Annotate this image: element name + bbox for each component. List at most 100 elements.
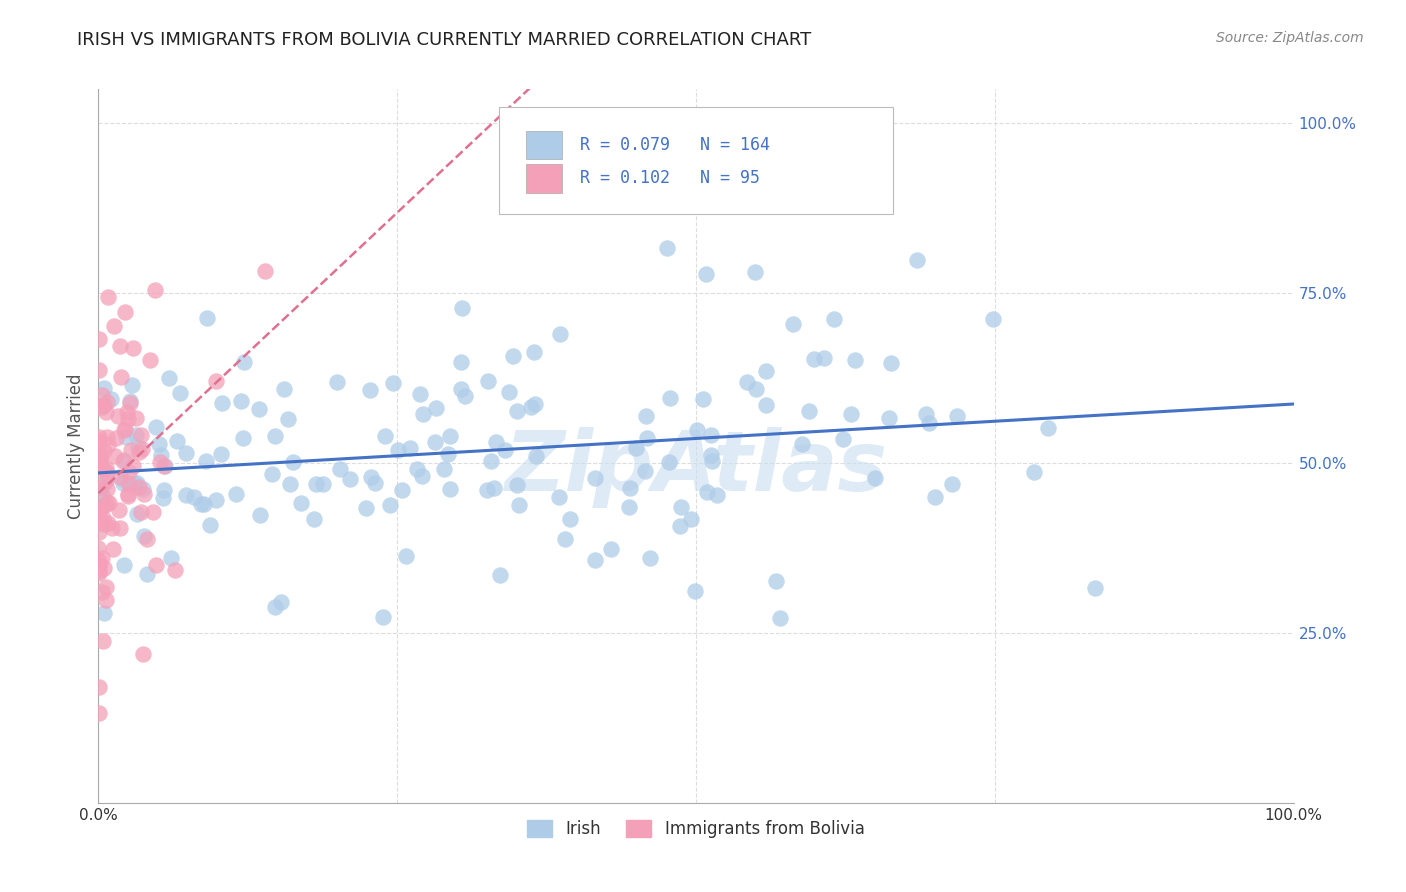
Point [94,461,117,475]
FancyBboxPatch shape [499,107,893,214]
Point [89,449,111,463]
Point [91,510,114,524]
Point [263,599,285,614]
Point [174,445,197,459]
Bar [526,164,562,193]
Point [87,525,110,540]
Point [112,475,135,490]
Point [451,301,474,315]
Point [114,421,136,435]
Point [374,429,396,443]
Point [339,472,361,486]
Point [700,428,723,442]
Point [519,401,541,415]
Point [211,396,233,410]
Point [87,541,110,555]
Point [813,351,835,366]
Point [378,498,401,512]
Point [450,382,472,396]
Point [636,432,658,446]
Point [387,443,409,458]
Point [166,434,188,449]
Text: IRISH VS IMMIGRANTS FROM BOLIVIA CURRENTLY MARRIED CORRELATION CHART: IRISH VS IMMIGRANTS FROM BOLIVIA CURRENT… [77,31,811,49]
Point [477,374,499,388]
Point [148,437,170,451]
Point [877,411,900,425]
Point [260,467,283,482]
Point [160,550,183,565]
Y-axis label: Currently Married: Currently Married [66,373,84,519]
Point [103,319,125,334]
Point [233,354,256,368]
Point [132,487,155,501]
Point [755,398,778,412]
Point [198,518,221,533]
Point [87,554,110,568]
Point [87,438,110,452]
Point [657,455,679,469]
Point [93,380,115,394]
Point [153,459,176,474]
Point [149,455,172,469]
Point [371,610,394,624]
Point [205,374,228,388]
Point [118,394,141,409]
Point [941,476,963,491]
Point [112,473,135,487]
Point [273,382,295,396]
Point [90,551,112,566]
Point [89,558,111,572]
Point [91,584,114,599]
Point [425,401,447,415]
Point [454,388,477,402]
Point [89,453,111,467]
Point [112,558,135,573]
Point [87,504,110,518]
Point [381,376,404,390]
Point [624,441,647,455]
Point [165,563,187,577]
Point [117,465,139,479]
Point [695,267,717,281]
Point [112,423,135,437]
Point [832,432,855,446]
Point [359,383,381,397]
Point [391,483,413,497]
Point [249,508,271,522]
Point [915,407,938,421]
Point [409,387,432,401]
Point [96,580,118,594]
Text: R = 0.102   N = 95: R = 0.102 N = 95 [581,169,761,187]
Point [502,349,524,363]
Point [112,454,135,468]
Point [136,532,159,546]
Point [96,472,118,486]
Point [634,409,657,423]
Point [917,417,939,431]
Point [128,445,150,459]
Point [782,317,804,331]
Point [125,427,148,442]
Point [277,412,299,426]
Point [700,454,723,468]
Bar [526,130,562,159]
Point [145,283,167,297]
Point [100,521,122,535]
Point [117,487,139,501]
Point [547,490,569,504]
Point [744,265,766,279]
Point [231,393,253,408]
Point [699,448,721,462]
Point [792,436,814,450]
Point [122,476,145,491]
Point [100,392,122,406]
Point [395,549,418,564]
Point [354,501,377,516]
Text: R = 0.079   N = 164: R = 0.079 N = 164 [581,136,770,153]
Point [439,429,461,443]
Point [93,398,115,412]
Point [506,478,529,492]
Point [505,404,527,418]
Point [139,352,162,367]
Point [96,405,118,419]
